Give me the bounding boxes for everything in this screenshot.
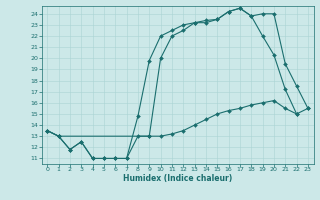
X-axis label: Humidex (Indice chaleur): Humidex (Indice chaleur) — [123, 174, 232, 183]
